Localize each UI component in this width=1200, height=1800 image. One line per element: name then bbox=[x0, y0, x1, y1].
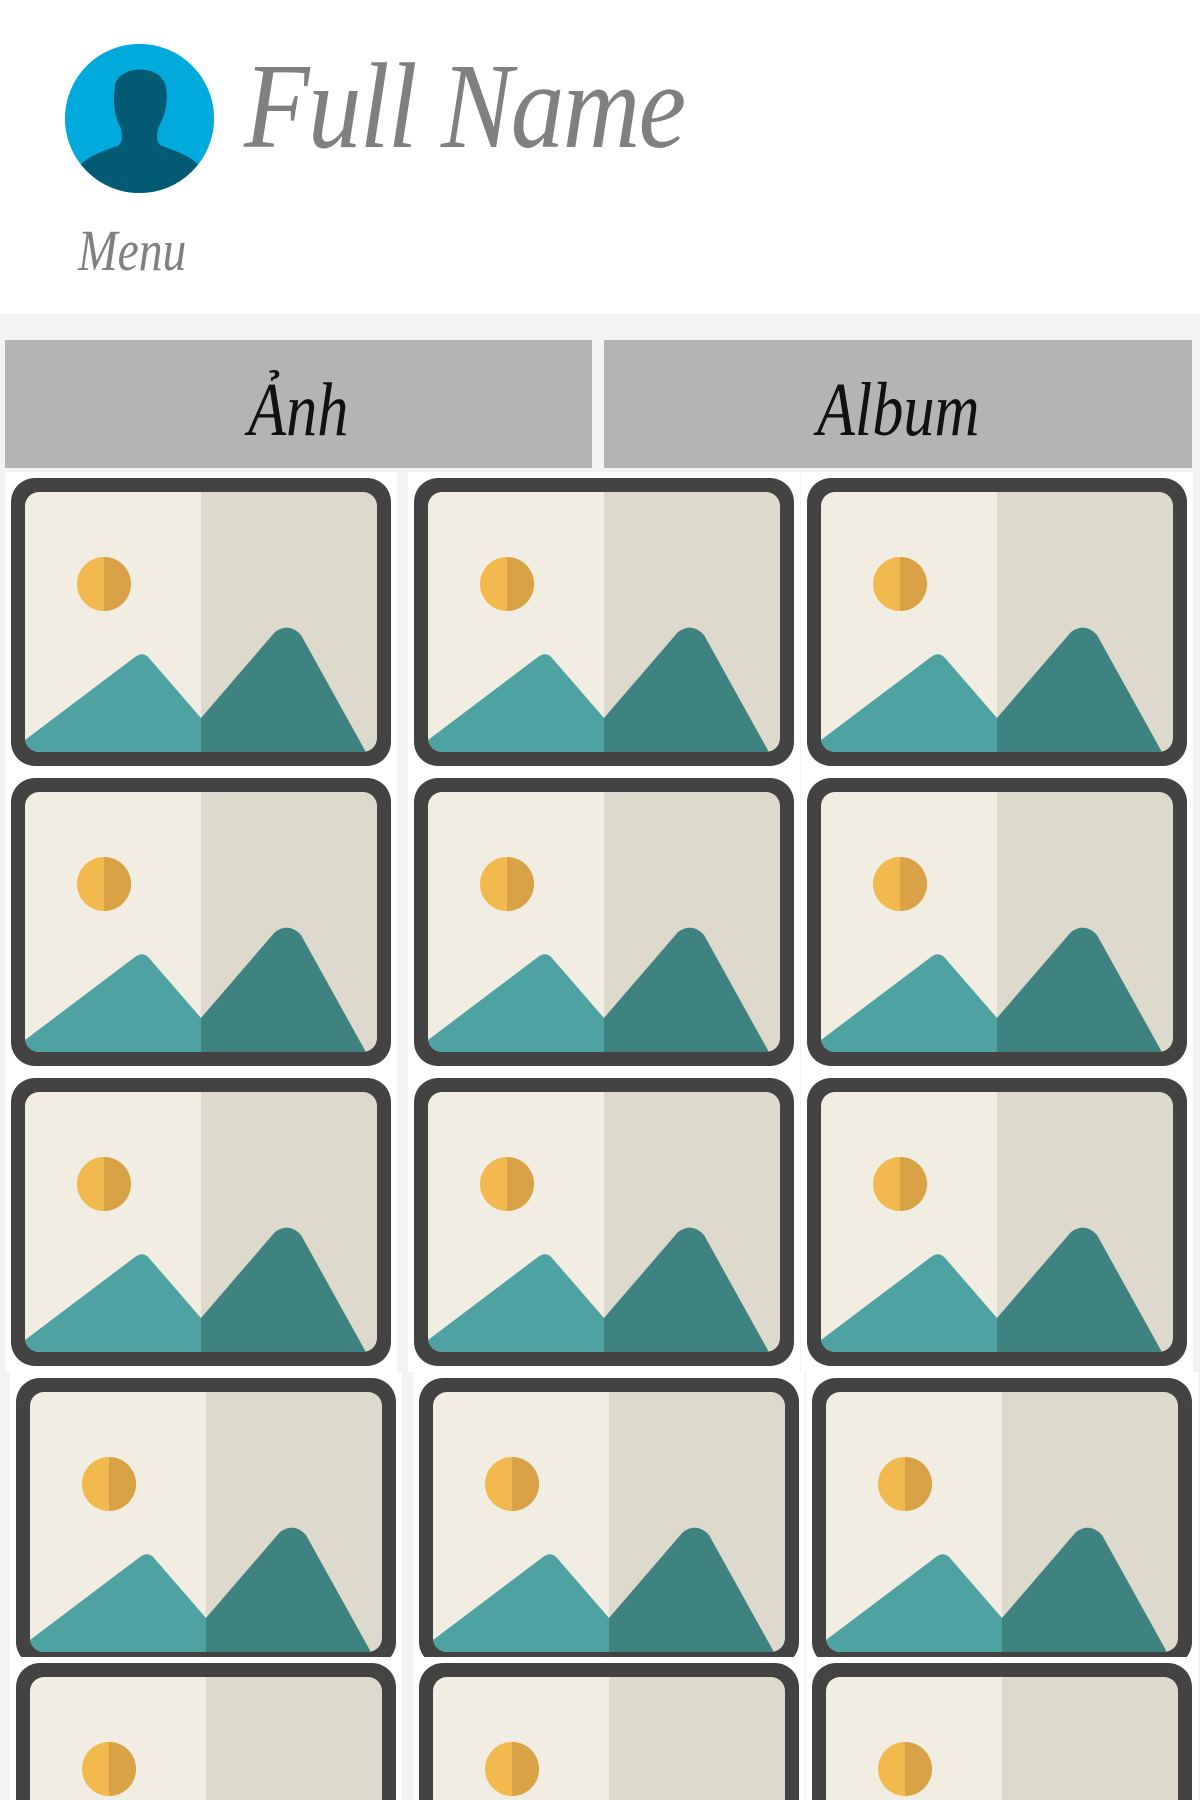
tab-album[interactable]: Album bbox=[604, 340, 1192, 468]
image-placeholder-icon bbox=[413, 1657, 805, 1800]
photo-thumbnail[interactable] bbox=[806, 1657, 1198, 1800]
avatar[interactable] bbox=[65, 44, 214, 193]
image-placeholder-icon bbox=[413, 1372, 805, 1672]
photo-thumbnail[interactable] bbox=[408, 1072, 800, 1372]
photo-thumbnail[interactable] bbox=[801, 472, 1193, 772]
photo-thumbnail[interactable] bbox=[10, 1657, 402, 1800]
photo-thumbnail[interactable] bbox=[5, 772, 397, 1072]
image-placeholder-icon bbox=[806, 1657, 1198, 1800]
image-placeholder-icon bbox=[408, 472, 800, 772]
photo-thumbnail[interactable] bbox=[806, 1372, 1198, 1672]
content-area: Ảnh Album bbox=[0, 314, 1200, 1800]
image-placeholder-icon bbox=[10, 1657, 402, 1800]
image-placeholder-icon bbox=[5, 472, 397, 772]
image-placeholder-icon bbox=[10, 1372, 402, 1672]
photo-thumbnail[interactable] bbox=[10, 1372, 402, 1672]
photo-thumbnail[interactable] bbox=[801, 772, 1193, 1072]
image-placeholder-icon bbox=[5, 1072, 397, 1372]
photo-thumbnail[interactable] bbox=[5, 472, 397, 772]
menu-link[interactable]: Menu bbox=[78, 218, 187, 283]
tab-album-label: Album bbox=[816, 368, 980, 452]
photo-thumbnail[interactable] bbox=[413, 1372, 805, 1672]
photo-thumbnail[interactable] bbox=[801, 1072, 1193, 1372]
image-placeholder-icon bbox=[801, 472, 1193, 772]
photo-thumbnail[interactable] bbox=[408, 772, 800, 1072]
image-placeholder-icon bbox=[801, 1072, 1193, 1372]
photo-grid bbox=[0, 472, 1200, 1800]
photo-thumbnail[interactable] bbox=[413, 1657, 805, 1800]
photo-thumbnail[interactable] bbox=[408, 472, 800, 772]
image-placeholder-icon bbox=[801, 772, 1193, 1072]
image-placeholder-icon bbox=[408, 772, 800, 1072]
image-placeholder-icon bbox=[5, 772, 397, 1072]
profile-header: Full Name Menu bbox=[0, 0, 1200, 314]
user-silhouette-icon bbox=[65, 44, 214, 193]
tab-photos[interactable]: Ảnh bbox=[5, 340, 592, 468]
profile-full-name: Full Name bbox=[244, 39, 686, 174]
photo-thumbnail[interactable] bbox=[5, 1072, 397, 1372]
image-placeholder-icon bbox=[806, 1372, 1198, 1672]
tab-photos-label: Ảnh bbox=[248, 368, 349, 452]
image-placeholder-icon bbox=[408, 1072, 800, 1372]
